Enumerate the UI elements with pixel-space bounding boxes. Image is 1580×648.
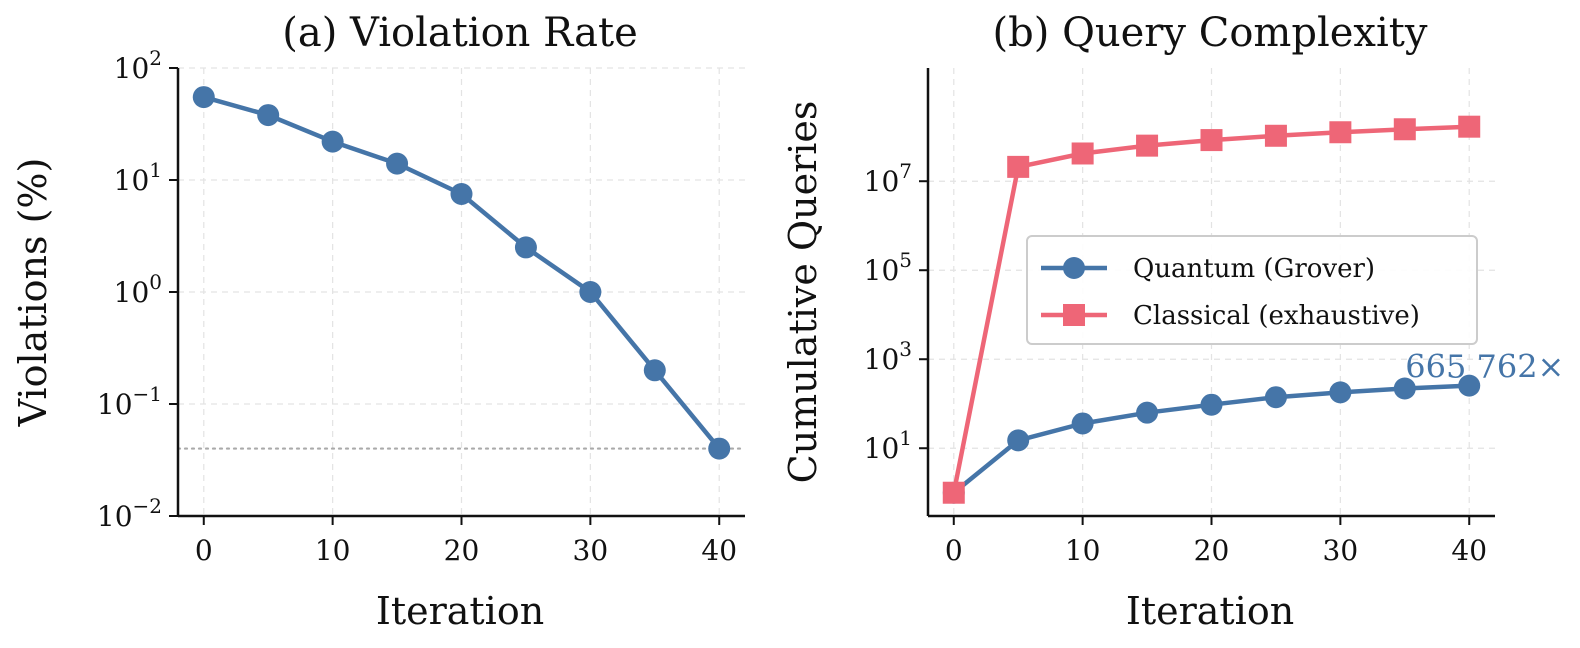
data-point-square — [1071, 142, 1094, 165]
panel-a-ylabel: Violations (%) — [11, 158, 55, 428]
y-tick-label: 103 — [864, 337, 912, 376]
data-point-circle — [708, 437, 731, 460]
y-tick-label: 101 — [864, 426, 912, 465]
data-point-circle — [514, 236, 537, 259]
data-point-square — [1200, 129, 1223, 152]
data-point-circle — [1458, 374, 1481, 397]
legend-box — [1026, 235, 1478, 345]
data-point-circle — [386, 152, 409, 175]
x-tick-label: 10 — [315, 534, 351, 567]
x-tick-label: 0 — [195, 534, 213, 567]
panel-b-xlabel: Iteration — [1126, 589, 1294, 633]
legend-marker-circle — [1063, 257, 1085, 279]
panel-a-xlabel: Iteration — [376, 589, 544, 633]
x-tick-label: 30 — [573, 534, 609, 567]
data-point-circle — [579, 281, 602, 303]
data-point-circle — [192, 86, 215, 109]
data-point-circle — [321, 130, 344, 153]
y-tick-label: 105 — [864, 248, 912, 287]
data-point-circle — [1329, 381, 1352, 404]
legend: Quantum (Grover) Classical (exhaustive) — [1026, 235, 1478, 345]
speedup-annotation: 665 762× — [1405, 348, 1564, 386]
panel-query-complexity: 0 10 20 30 40 101 103 105 107 (b) Query Complexi… — [781, 10, 1564, 633]
panel-b-ylabel: Cumulative Queries — [781, 101, 825, 484]
legend-marker-square — [1063, 304, 1085, 326]
x-tick-label: 40 — [1451, 534, 1487, 567]
panel-b-title: (b) Query Complexity — [993, 10, 1428, 56]
data-point-square — [1458, 115, 1481, 138]
y-tick-label: 107 — [864, 159, 912, 198]
panel-violation-rate: 0 10 20 30 40 102 101 100 10−1 10−2 (a) Violation… — [11, 10, 747, 633]
data-point-circle — [450, 182, 473, 205]
data-point-circle — [1200, 393, 1223, 416]
data-point-square — [1393, 118, 1416, 141]
legend-label: Classical (exhaustive) — [1133, 301, 1420, 331]
legend-label: Quantum (Grover) — [1133, 254, 1375, 284]
panel-a-title: (a) Violation Rate — [282, 10, 638, 56]
x-tick-label: 20 — [1194, 534, 1230, 567]
y-tick-label: 10−1 — [97, 382, 162, 421]
x-tick-label: 30 — [1323, 534, 1359, 567]
data-point-square — [1264, 124, 1287, 147]
data-point-circle — [1264, 386, 1287, 409]
data-point-circle — [1393, 377, 1416, 400]
x-tick-label: 40 — [701, 534, 737, 567]
x-tick-label: 20 — [444, 534, 480, 567]
data-point-circle — [1071, 412, 1094, 435]
y-tick-label: 101 — [114, 158, 162, 197]
data-point-square — [1007, 155, 1030, 178]
data-point-circle — [1136, 401, 1159, 424]
x-tick-label: 0 — [945, 534, 963, 567]
y-tick-label: 100 — [114, 270, 162, 309]
data-point-square — [942, 481, 965, 504]
data-point-circle — [1007, 429, 1030, 452]
data-point-square — [1329, 121, 1352, 144]
y-tick-label: 10−2 — [97, 494, 162, 533]
data-point-circle — [643, 359, 666, 382]
data-point-circle — [257, 104, 280, 127]
y-tick-label: 102 — [114, 46, 162, 85]
x-tick-label: 10 — [1065, 534, 1101, 567]
data-point-square — [1136, 134, 1159, 157]
